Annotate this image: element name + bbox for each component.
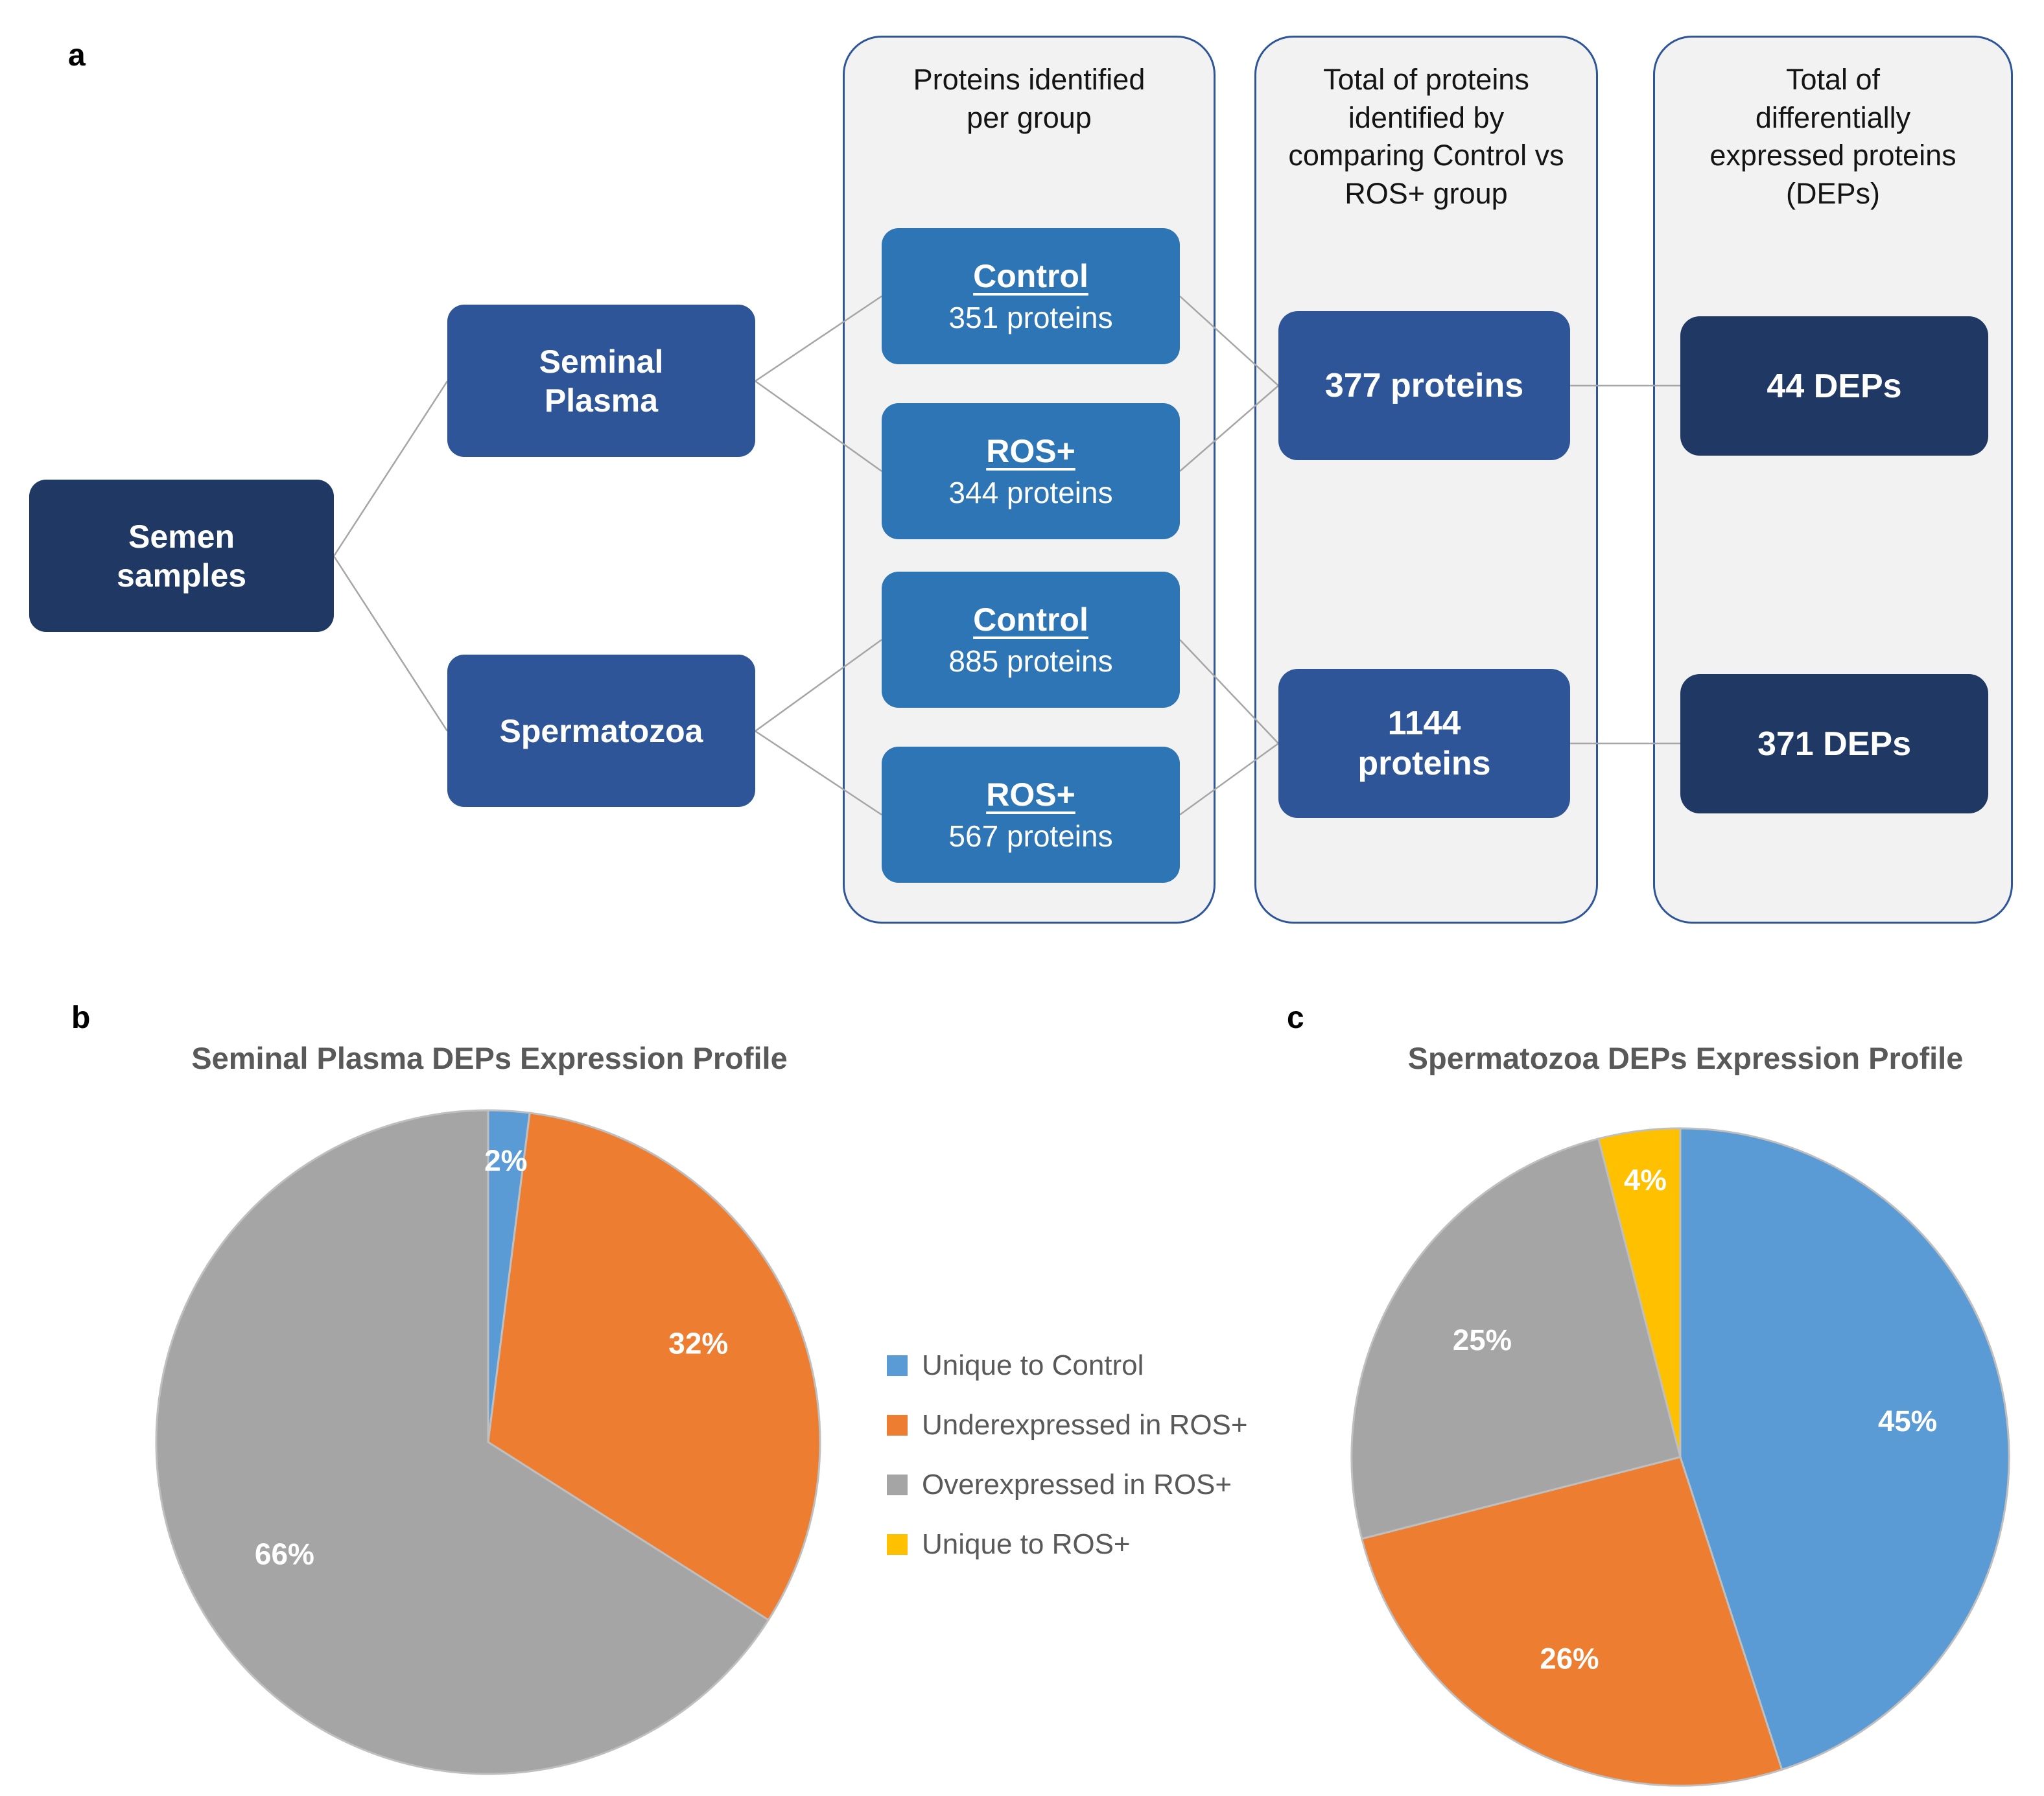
legend-item-overexpressed: Overexpressed in ROS+ [887,1469,1248,1501]
flowchart-node-deps-sz: 371 DEPs [1680,674,1988,813]
legend-item-unique-to-ros: Unique to ROS+ [887,1528,1248,1561]
pie-slice-underexpressed-in-ros- [1360,1456,1783,1787]
flowchart-node-sz-ros: ROS+ 567 proteins [882,747,1180,883]
pie-slice-value: 26% [1540,1642,1599,1675]
pie-slice-unique-to-ros- [1597,1127,1682,1458]
panel-c-label: c [1287,1001,1304,1035]
flowchart-node-total-sp: 377 proteins [1278,311,1570,460]
panel-a-label: a [68,38,86,73]
legend-item-unique-to-control: Unique to Control [887,1349,1248,1382]
panel-b-label: b [71,1001,91,1035]
legend-label: Unique to Control [922,1349,1144,1381]
flowchart-node-spermatozoa: Spermatozoa [447,655,755,807]
group-title: Control [973,258,1088,294]
legend-label: Underexpressed in ROS+ [922,1409,1248,1441]
group-title: ROS+ [986,776,1075,813]
pie-slice-overexpressed-in-ros- [1350,1137,1682,1540]
legend-swatch-blue [887,1355,908,1376]
legend-swatch-yellow [887,1534,908,1555]
pie-slice-value: 66% [255,1537,314,1571]
flowchart-node-sz-control: Control 885 proteins [882,572,1180,708]
pie-chart-seminal-plasma: 2% 32% 66% [155,1109,821,1775]
pie-slice-value: 2% [484,1144,527,1178]
pie-slice-underexpressed-in-ros- [487,1112,821,1622]
column-header: Total of differentially expressed protei… [1709,63,1956,210]
legend-label: Overexpressed in ROS+ [922,1469,1232,1500]
legend-swatch-orange [887,1415,908,1436]
legend-item-underexpressed: Underexpressed in ROS+ [887,1409,1248,1441]
pie-slice-unique-to-control [1679,1127,2010,1771]
pie-slice-value: 4% [1624,1163,1667,1196]
pie-chart-spermatozoa: 45% 26% 25% 4% [1350,1127,2010,1787]
group-protein-count: 344 proteins [948,476,1113,509]
pie-slice-value: 32% [668,1326,728,1360]
group-title: ROS+ [986,433,1075,469]
column-header: Total of proteins identified by comparin… [1288,63,1564,210]
chart-title-spermatozoa: Spermatozoa DEPs Expression Profile [1407,1041,1964,1075]
pie-slice-value: 25% [1453,1324,1512,1357]
pie-slice-value: 45% [1878,1405,1937,1438]
flowchart-node-semen-samples: Semen samples [29,480,334,632]
flowchart-node-sp-control: Control 351 proteins [882,228,1180,364]
group-protein-count: 567 proteins [948,819,1113,853]
chart-legend: Unique to Control Underexpressed in ROS+… [887,1349,1248,1588]
group-protein-count: 885 proteins [948,644,1113,678]
flowchart-node-seminal-plasma: Seminal Plasma [447,305,755,457]
flowchart-node-total-sz: 1144 proteins [1278,669,1570,818]
group-protein-count: 351 proteins [948,301,1113,334]
legend-label: Unique to ROS+ [922,1528,1131,1560]
group-title: Control [973,601,1088,638]
column-header: Proteins identified per group [913,63,1145,134]
legend-swatch-gray [887,1475,908,1495]
pie-slice-overexpressed-in-ros- [155,1109,770,1775]
chart-title-seminal-plasma: Seminal Plasma DEPs Expression Profile [191,1041,788,1075]
flowchart-node-sp-ros: ROS+ 344 proteins [882,403,1180,539]
flowchart-node-deps-sp: 44 DEPs [1680,316,1988,456]
